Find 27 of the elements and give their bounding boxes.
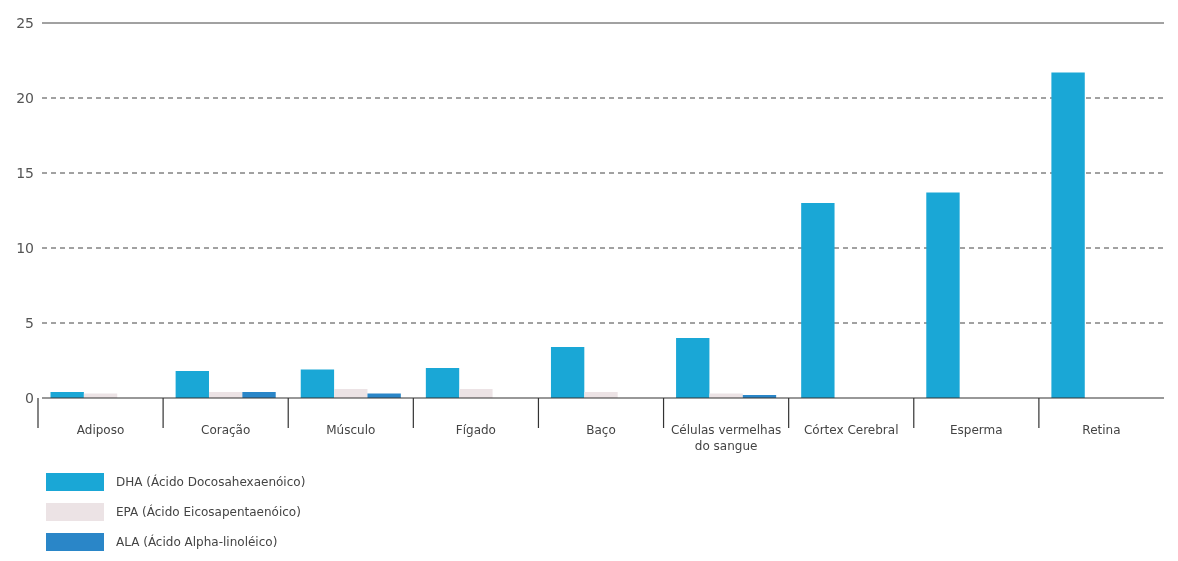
- y-tick-label: 25: [16, 14, 34, 31]
- x-tick-label: Coração: [201, 423, 251, 437]
- bar: [300, 369, 335, 398]
- x-tick-label: Músculo: [326, 423, 376, 437]
- y-tick-label: 0: [25, 389, 34, 406]
- legend-label: DHA (Ácido Docosahexaenóico): [116, 474, 306, 490]
- bar: [676, 338, 710, 398]
- bar: [459, 389, 493, 398]
- y-tick-label: 20: [16, 89, 34, 106]
- x-tick-label: Córtex Cerebral: [803, 423, 899, 437]
- bar: [801, 203, 835, 398]
- y-tick-label: 10: [16, 239, 34, 256]
- legend-label: EPA (Ácido Eicosapentaenóico): [116, 504, 301, 520]
- bar: [1051, 72, 1085, 398]
- x-tick-label: Retina: [1082, 423, 1121, 437]
- x-tick-label: Adiposo: [76, 423, 125, 437]
- x-tick-label: Fígado: [455, 423, 496, 437]
- bar: [926, 192, 960, 398]
- y-tick-label: 5: [25, 314, 34, 331]
- x-tick-label: Células vermelhas do sangue: [670, 423, 782, 453]
- y-tick-label: 15: [16, 164, 34, 181]
- bar: [425, 368, 460, 398]
- x-tick-label: Baço: [586, 423, 616, 437]
- bar: [550, 347, 585, 398]
- x-tick-label: Esperma: [950, 423, 1003, 437]
- legend-label: ALA (Ácido Alpha-linoléico): [116, 534, 278, 550]
- bar: [175, 371, 209, 398]
